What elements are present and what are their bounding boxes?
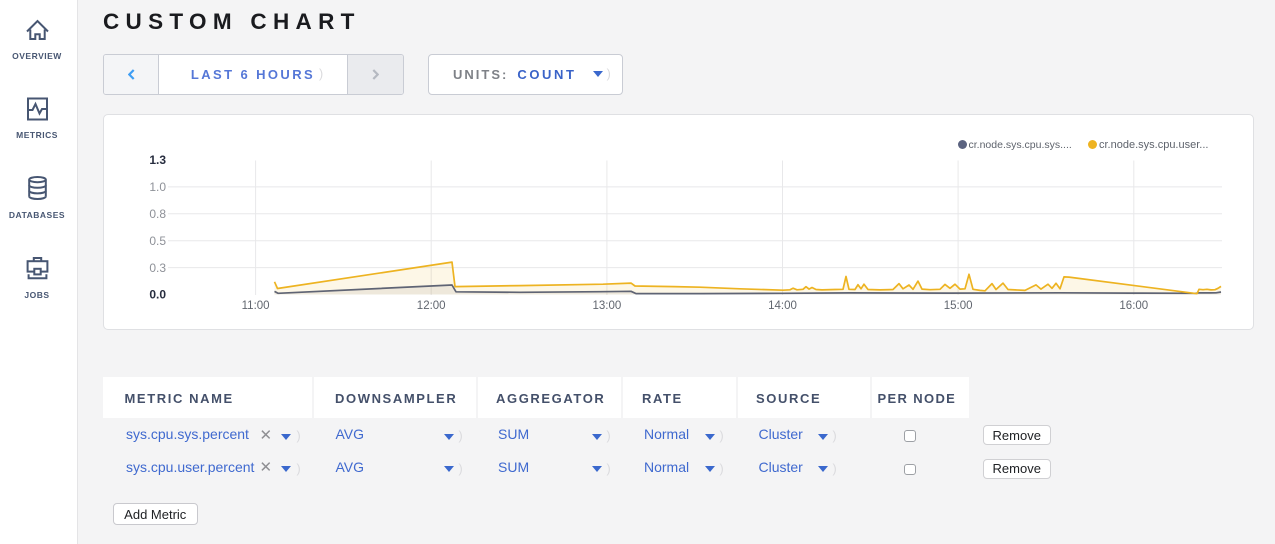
svg-text:11:00: 11:00: [242, 300, 270, 312]
svg-text:0.8: 0.8: [149, 207, 166, 221]
svg-text:0.0: 0.0: [149, 288, 166, 302]
svg-text:14:00: 14:00: [768, 300, 797, 312]
svg-text:13:00: 13:00: [593, 300, 622, 312]
svg-text:12:00: 12:00: [417, 300, 446, 312]
svg-text:15:00: 15:00: [944, 300, 973, 312]
svg-text:0.5: 0.5: [149, 234, 166, 248]
svg-text:1.0: 1.0: [149, 180, 166, 194]
svg-text:16:00: 16:00: [1119, 300, 1148, 312]
svg-text:0.3: 0.3: [149, 261, 166, 275]
svg-text:1.3: 1.3: [149, 153, 166, 167]
